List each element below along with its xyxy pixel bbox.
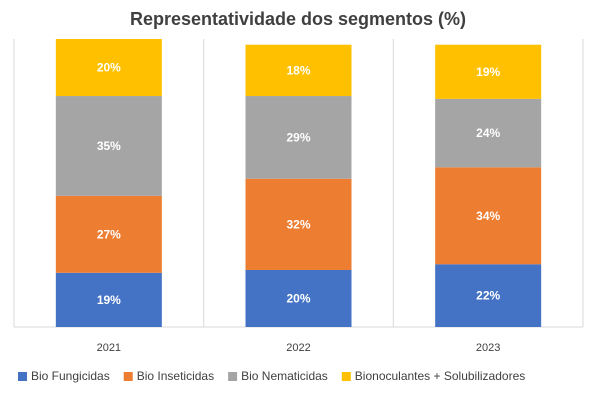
data-label: 18% <box>286 63 310 77</box>
x-tick-label: 2021 <box>97 342 121 354</box>
data-label: 32% <box>286 217 310 231</box>
data-label: 22% <box>476 289 500 303</box>
legend-swatch <box>228 372 238 381</box>
data-label: 35% <box>97 139 121 153</box>
legend-label: Bio Inseticidas <box>137 369 214 383</box>
x-tick-label: 2023 <box>476 342 500 354</box>
legend-label: Bionoculantes + Solubilizadores <box>355 369 525 383</box>
data-label: 19% <box>476 65 500 79</box>
data-labels-layer: 19% 27% 35% 20% 20% 32% 29% 18% 22% 34% 24% 19% <box>97 61 501 307</box>
legend-swatch <box>18 372 27 381</box>
legend-label: Bio Nematicidas <box>241 369 328 383</box>
bar-segment <box>245 269 352 327</box>
legend: Bio Fungicidas Bio Inseticidas Bio Nematic… <box>18 369 525 383</box>
bar-segment <box>435 167 542 265</box>
bar-segment <box>435 44 542 99</box>
data-label: 34% <box>476 209 500 223</box>
legend-item: Bio Inseticidas <box>123 369 214 383</box>
bar-segment <box>245 96 352 179</box>
x-axis-ticks: 2021 2022 2023 <box>97 342 501 354</box>
bar-segment <box>435 98 542 168</box>
legend-item: Bio Fungicidas <box>18 369 110 383</box>
bar-segment <box>245 44 352 97</box>
legend-item: Bionoculantes + Solubilizadores <box>341 369 525 383</box>
bars-layer <box>55 39 542 327</box>
bar-segment <box>55 96 162 196</box>
data-label: 20% <box>97 61 121 75</box>
x-tick-label: 2022 <box>286 342 310 354</box>
legend-swatch <box>123 372 133 381</box>
data-label: 27% <box>97 227 121 241</box>
data-label: 20% <box>286 291 310 305</box>
data-label: 29% <box>286 130 310 144</box>
legend-label: Bio Fungicidas <box>31 369 110 383</box>
bar-segment <box>55 272 162 327</box>
chart-title: Representatividade dos segmentos (%) <box>130 9 466 29</box>
bar-segment <box>55 195 162 273</box>
legend-item: Bio Nematicidas <box>228 369 328 383</box>
legend-swatch <box>341 372 351 381</box>
bar-segment <box>435 264 542 327</box>
bar-segment <box>55 39 162 97</box>
bar-segment <box>245 178 352 270</box>
data-label: 19% <box>97 293 121 307</box>
data-label: 24% <box>476 126 500 140</box>
